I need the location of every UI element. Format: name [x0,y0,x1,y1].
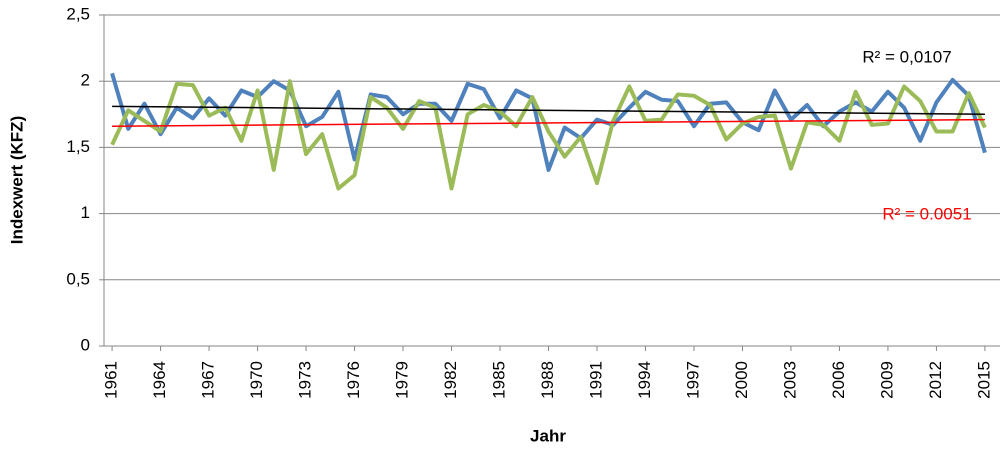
x-tick-label: 1991 [586,361,605,399]
y-tick-label: 0 [81,335,90,354]
y-tick-label: 2 [81,71,90,90]
trendline-label: R² = 0,0107 [862,47,951,66]
x-tick-label: 2000 [732,361,751,399]
data-line [110,72,987,172]
x-tick-label: 2006 [829,361,848,399]
trendline [112,105,985,116]
data-line [110,79,987,191]
y-tick-label: 1,5 [66,137,90,156]
x-axis-title: Jahr [530,426,566,445]
x-tick-label: 1994 [635,361,654,399]
y-tick-label: 0,5 [66,269,90,288]
x-tick-label: 2009 [877,361,896,399]
trendline [112,118,985,127]
x-tick-label: 2012 [926,361,945,399]
x-tick-label: 1964 [150,361,169,399]
x-tick-label: 1982 [441,361,460,399]
x-tick-label: 1973 [296,361,315,399]
x-tick-label: 1976 [344,361,363,399]
y-tick-label: 2,5 [66,4,90,23]
x-tick-label: 2015 [974,361,993,399]
y-axis-title: Indexwert (KFZ) [7,116,26,244]
x-tick-label: 1961 [102,361,121,399]
x-tick-label: 1979 [393,361,412,399]
x-tick-label: 1988 [538,361,557,399]
x-tick-label: 2003 [780,361,799,399]
x-tick-label: 1985 [489,361,508,399]
x-tick-label: 1967 [199,361,218,399]
x-tick-label: 1970 [247,361,266,399]
y-tick-label: 1 [81,203,90,222]
trendline-label: R² = 0.0051 [882,204,971,223]
x-tick-label: 1997 [683,361,702,399]
